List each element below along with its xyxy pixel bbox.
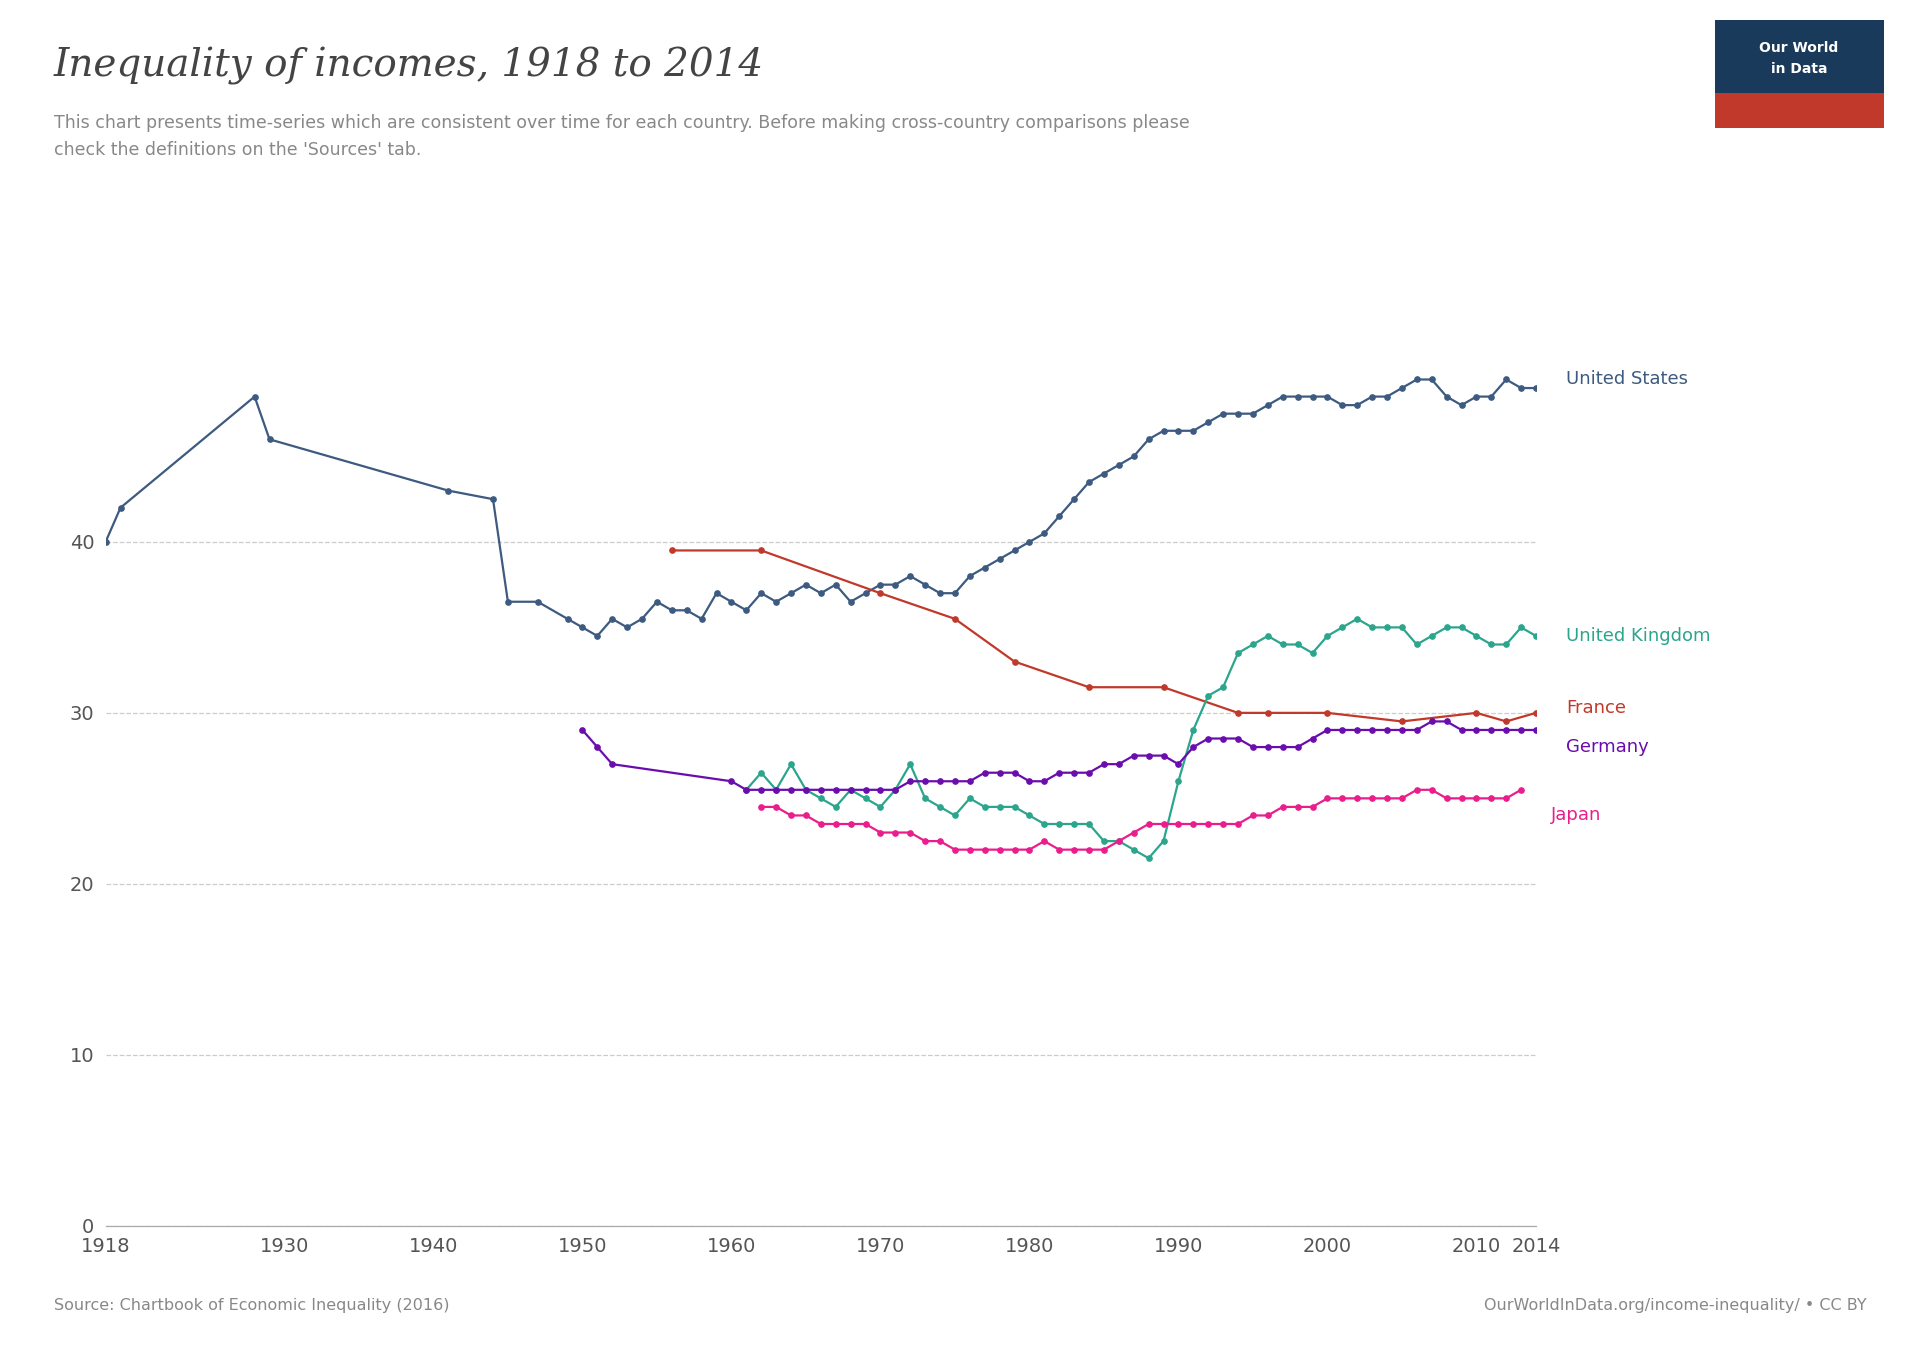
Text: OurWorldInData.org/income-inequality/ • CC BY: OurWorldInData.org/income-inequality/ • … (1484, 1299, 1866, 1313)
Text: Germany: Germany (1567, 738, 1649, 756)
Text: in Data: in Data (1770, 62, 1828, 75)
Text: United Kingdom: United Kingdom (1567, 626, 1711, 645)
Text: Source: Chartbook of Economic Inequality (2016): Source: Chartbook of Economic Inequality… (54, 1299, 449, 1313)
Text: Our World: Our World (1759, 42, 1839, 55)
Text: United States: United States (1567, 370, 1688, 388)
Text: Japan: Japan (1551, 807, 1601, 824)
Text: France: France (1567, 699, 1626, 717)
Text: Inequality of incomes, 1918 to 2014: Inequality of incomes, 1918 to 2014 (54, 47, 764, 85)
Text: This chart presents time-series which are consistent over time for each country.: This chart presents time-series which ar… (54, 114, 1190, 159)
